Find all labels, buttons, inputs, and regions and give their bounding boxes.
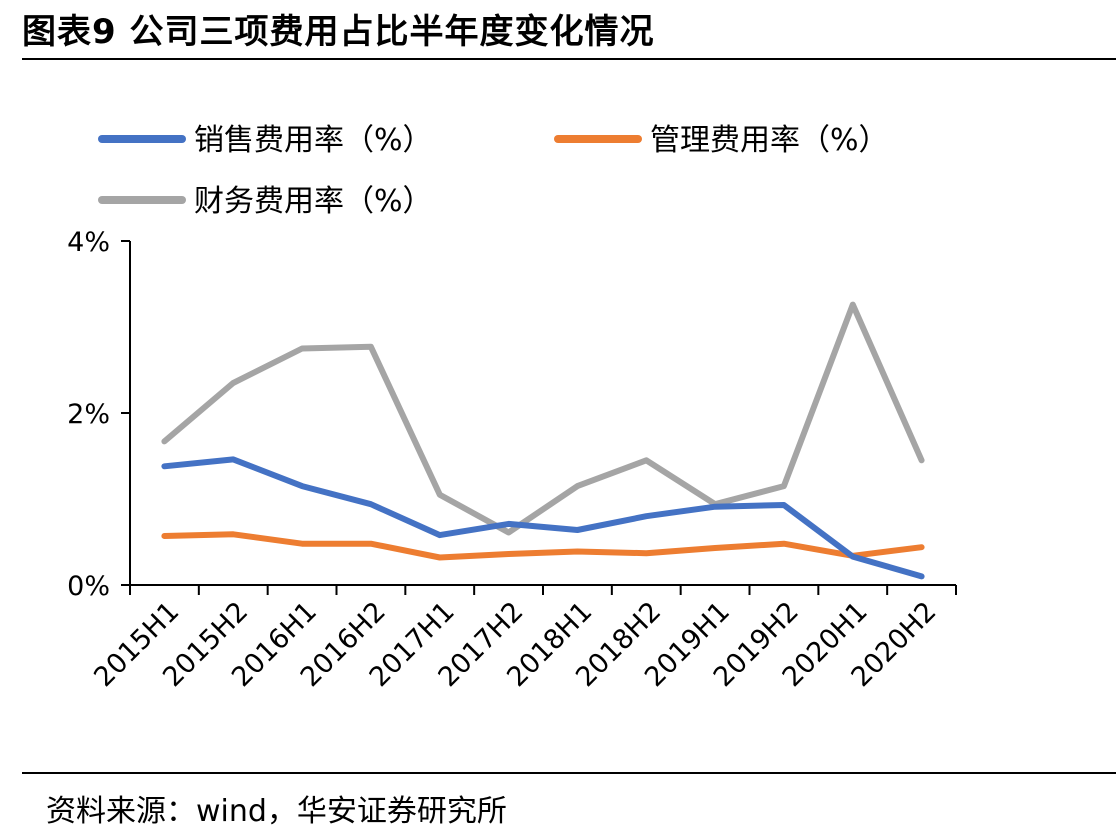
series-line-2 (161, 301, 925, 536)
series-lines (161, 301, 925, 580)
series-line-1 (161, 531, 925, 561)
legend-label: 销售费用率（%） (194, 123, 433, 158)
top-rule (22, 58, 1116, 60)
line-chart: 销售费用率（%） 管理费用率（%）财务费用率（%） 0%2%4%2015H1201… (67, 123, 957, 693)
source-note: 资料来源：wind，华安证券研究所 (46, 794, 507, 829)
y-tick-label: 4% (67, 227, 110, 258)
legend-label: 管理费用率（%） (650, 123, 889, 158)
series-line-0 (161, 456, 925, 580)
legend-label: 财务费用率（%） (194, 184, 433, 219)
y-tick-label: 2% (67, 399, 110, 430)
chart-title: 图表9 公司三项费用占比半年度变化情况 (22, 12, 655, 52)
bottom-rule (22, 772, 1116, 774)
legend: 销售费用率（%） 管理费用率（%） 财务费用率（%） (98, 123, 889, 219)
y-tick-label: 0% (67, 571, 110, 602)
